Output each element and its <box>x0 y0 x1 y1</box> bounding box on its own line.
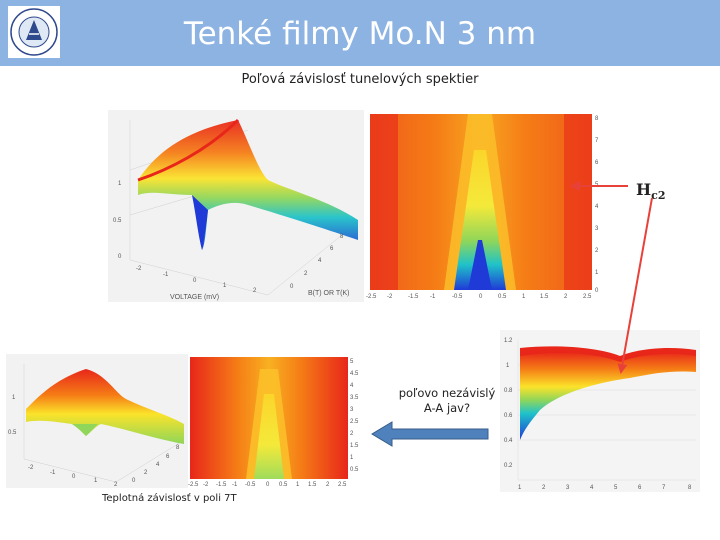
tick-z-1: 1 <box>118 181 122 187</box>
hc2-label: Hc2 <box>636 180 666 203</box>
tick-y: 4 <box>350 383 354 389</box>
tick-x: 1.5 <box>308 482 317 488</box>
tick-x: 2 <box>114 482 118 488</box>
tick-x: 1 <box>94 478 98 484</box>
tick-v-3: 0 <box>193 278 197 284</box>
tick-x: 0 <box>266 482 270 488</box>
tick-x: 1.5 <box>540 294 549 300</box>
note-line-2: A-A jav? <box>423 401 471 415</box>
tick-x: -2.5 <box>188 482 199 488</box>
tick-b-4: 2 <box>304 271 308 277</box>
tick-z: 1.2 <box>504 338 513 344</box>
tick-z-3: 0 <box>118 254 122 260</box>
tick-v-1: -2 <box>136 266 142 272</box>
tick-x: 4 <box>590 485 594 491</box>
tick-y: 4.5 <box>350 371 359 377</box>
tick-b-3: 4 <box>318 258 322 264</box>
tick-x: -2 <box>203 482 209 488</box>
tick-x: 6 <box>638 485 642 491</box>
tick-y: 0.5 <box>350 467 359 473</box>
tick-x: 3 <box>566 485 570 491</box>
tick-y: 1 <box>595 270 599 276</box>
tick-b-5: 0 <box>290 284 294 290</box>
slide-subtitle: Poľová závislosť tunelových spektier <box>241 72 479 87</box>
annotation-note: poľovo nezávislý A-A jav? <box>372 386 522 416</box>
tick-x: -1.5 <box>216 482 227 488</box>
tick-y: 5 <box>350 359 354 365</box>
tick-y: 4 <box>156 462 160 468</box>
tick-x: 5 <box>614 485 618 491</box>
blue-arrow <box>371 421 489 447</box>
tick-x: 2 <box>326 482 330 488</box>
tick-y: 0 <box>132 478 136 484</box>
tick-v-5: 2 <box>253 288 257 294</box>
tick-z-2: 0.5 <box>113 218 122 224</box>
tick-y: 2 <box>595 248 599 254</box>
tick-b-2: 6 <box>330 246 334 252</box>
tick-x: 2.5 <box>583 294 592 300</box>
tick-x: 0 <box>479 294 483 300</box>
colormap-field: -2.5 -2 -1.5 -1 -0.5 0 0.5 1 1.5 2 2.5 8… <box>366 114 599 300</box>
tick-x: -0.5 <box>245 482 256 488</box>
tick-z-2: 0.5 <box>8 430 17 436</box>
tick-y: 3 <box>350 407 354 413</box>
tick-y: 2 <box>144 470 148 476</box>
institute-logo <box>8 6 60 58</box>
map-y-ticks: 8 7 6 5 4 3 2 1 0 <box>595 116 599 294</box>
surface-plot-side-view: 1.2 1 0.8 0.6 0.4 0.2 1 2 3 4 5 6 7 8 <box>500 330 700 492</box>
tick-y: 3 <box>595 226 599 232</box>
colormap-temperature: -2.5 -2 -1.5 -1 -0.5 0 0.5 1 1.5 2 2.5 5… <box>188 357 359 488</box>
tick-y: 7 <box>595 138 599 144</box>
tick-x: 2 <box>542 485 546 491</box>
tick-y: 6 <box>166 454 170 460</box>
tick-z: 0.4 <box>504 438 513 444</box>
tick-z: 0.8 <box>504 388 513 394</box>
tick-b-1: 8 <box>340 234 344 240</box>
note-line-1: poľovo nezávislý <box>398 386 496 400</box>
tick-y: 2 <box>350 431 354 437</box>
tick-x: 0.5 <box>279 482 288 488</box>
surface-ylabel: B(T) OR T(K) <box>308 290 349 297</box>
tick-x: -1.5 <box>408 294 419 300</box>
tick-z: 1 <box>506 363 510 369</box>
tick-y: 1 <box>350 455 354 461</box>
surface-xlabel: VOLTAGE (mV) <box>170 294 219 301</box>
tick-y: 5 <box>595 182 599 188</box>
tick-v-4: 1 <box>223 283 227 289</box>
tick-y: 8 <box>595 116 599 122</box>
tick-x: 1 <box>522 294 526 300</box>
surface-plot-field: 1 0.5 0 -2 -1 0 1 2 8 6 4 2 0 VOLTAGE (m… <box>108 110 364 302</box>
tick-x: -1 <box>50 470 56 476</box>
surface-plot-temperature: 1 0.5 -2 -1 0 1 2 8 6 4 2 0 <box>6 354 188 488</box>
tick-x: 2 <box>564 294 568 300</box>
tick-z: 0.2 <box>504 463 513 469</box>
tick-x: 1 <box>518 485 522 491</box>
tick-z-1: 1 <box>12 395 16 401</box>
tick-y: 6 <box>595 160 599 166</box>
figure-caption: Teplotná závislosť v poli 7T <box>102 493 237 504</box>
tick-y: 8 <box>176 445 180 451</box>
tick-x: -1 <box>430 294 436 300</box>
tick-x: -2 <box>387 294 393 300</box>
tick-y: 2.5 <box>350 419 359 425</box>
slide-header: Tenké filmy Mo.N 3 nm <box>0 0 720 66</box>
tick-x: 8 <box>688 485 692 491</box>
tick-x: -2.5 <box>366 294 377 300</box>
slide-title: Tenké filmy Mo.N 3 nm <box>183 16 537 52</box>
tick-v-2: -1 <box>163 272 169 278</box>
tick-x: -2 <box>28 465 34 471</box>
tick-x: -0.5 <box>452 294 463 300</box>
tick-x: 1 <box>296 482 300 488</box>
tick-x: 0 <box>72 474 76 480</box>
tick-z: 0.6 <box>504 413 513 419</box>
tick-y: 0 <box>595 288 599 294</box>
map-x-ticks: -2.5 -2 -1.5 -1 -0.5 0 0.5 1 1.5 2 2.5 <box>366 294 592 300</box>
tick-x: 2.5 <box>338 482 347 488</box>
tick-y: 4 <box>595 204 599 210</box>
tick-y: 3.5 <box>350 395 359 401</box>
tick-x: 7 <box>662 485 666 491</box>
tick-x: 0.5 <box>498 294 507 300</box>
tick-x: -1 <box>232 482 238 488</box>
tick-y: 1.5 <box>350 443 359 449</box>
